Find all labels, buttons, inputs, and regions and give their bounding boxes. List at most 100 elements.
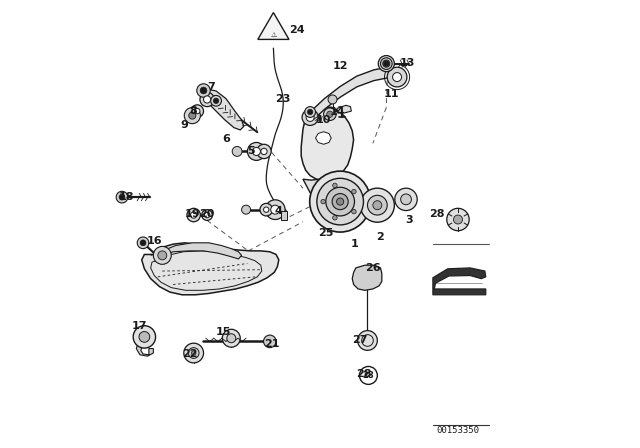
Text: 1: 1 [351, 239, 359, 249]
Polygon shape [319, 196, 346, 207]
Circle shape [305, 107, 316, 117]
Text: 12: 12 [332, 61, 348, 71]
Text: 28: 28 [356, 369, 372, 379]
Circle shape [326, 187, 355, 216]
Text: 27: 27 [351, 335, 367, 345]
Circle shape [200, 92, 214, 107]
Circle shape [333, 215, 337, 220]
Text: 18: 18 [118, 192, 134, 202]
Circle shape [395, 188, 417, 211]
Circle shape [333, 183, 337, 188]
Text: 16: 16 [147, 236, 162, 246]
Polygon shape [352, 265, 382, 290]
Text: 26: 26 [365, 263, 381, 273]
FancyBboxPatch shape [282, 211, 287, 220]
Circle shape [139, 332, 150, 342]
Text: 17: 17 [132, 321, 148, 331]
Circle shape [307, 109, 313, 115]
Text: 2: 2 [376, 233, 383, 242]
Circle shape [367, 195, 387, 215]
Text: 14: 14 [329, 107, 345, 117]
Circle shape [352, 190, 356, 194]
Text: 20: 20 [200, 209, 215, 219]
Circle shape [232, 146, 242, 156]
Circle shape [392, 73, 401, 82]
Text: ⚠: ⚠ [270, 32, 276, 38]
Circle shape [401, 194, 412, 205]
Circle shape [189, 112, 196, 119]
Text: 23: 23 [276, 95, 291, 104]
Text: 5: 5 [247, 146, 254, 156]
Text: 7: 7 [208, 82, 216, 92]
Circle shape [191, 351, 196, 355]
Circle shape [154, 246, 172, 264]
Circle shape [317, 178, 364, 225]
Polygon shape [301, 107, 353, 181]
Circle shape [213, 98, 219, 103]
Polygon shape [310, 67, 397, 123]
Circle shape [302, 109, 318, 125]
Circle shape [133, 326, 156, 348]
Circle shape [454, 215, 463, 224]
Circle shape [191, 105, 204, 117]
Text: 25: 25 [317, 228, 333, 238]
Text: 10: 10 [316, 115, 332, 125]
Circle shape [358, 331, 378, 350]
Text: 15: 15 [216, 327, 232, 336]
Circle shape [360, 188, 394, 222]
Circle shape [261, 148, 267, 155]
Polygon shape [202, 90, 244, 130]
Circle shape [200, 87, 207, 94]
Circle shape [187, 208, 200, 222]
Circle shape [321, 199, 325, 204]
Circle shape [140, 240, 146, 246]
Circle shape [380, 58, 392, 69]
Circle shape [378, 56, 394, 72]
Circle shape [204, 96, 211, 103]
Circle shape [191, 212, 197, 218]
Text: 21: 21 [264, 339, 280, 349]
Circle shape [184, 343, 204, 363]
Text: 4: 4 [275, 206, 283, 215]
Circle shape [188, 348, 199, 358]
Text: 8: 8 [190, 106, 198, 116]
Circle shape [242, 205, 251, 214]
Polygon shape [136, 341, 154, 356]
Circle shape [195, 108, 200, 114]
Polygon shape [337, 105, 351, 113]
Polygon shape [258, 13, 289, 39]
Polygon shape [141, 243, 279, 295]
Text: 28: 28 [429, 209, 444, 219]
Circle shape [264, 335, 276, 348]
Circle shape [387, 67, 407, 87]
Text: 13: 13 [399, 58, 415, 68]
Polygon shape [303, 178, 348, 205]
Circle shape [310, 171, 371, 232]
Circle shape [328, 95, 337, 104]
Circle shape [257, 144, 271, 159]
Polygon shape [433, 268, 486, 295]
Circle shape [271, 205, 280, 214]
Circle shape [383, 61, 389, 66]
Circle shape [326, 111, 333, 117]
Circle shape [202, 210, 212, 220]
Circle shape [222, 329, 240, 347]
Polygon shape [316, 132, 332, 144]
Circle shape [264, 207, 269, 212]
Circle shape [332, 194, 348, 210]
Text: 00153350: 00153350 [436, 426, 479, 435]
Circle shape [306, 113, 314, 121]
Circle shape [337, 198, 344, 205]
Circle shape [137, 237, 149, 249]
Text: 9: 9 [180, 120, 189, 129]
Circle shape [252, 147, 260, 155]
Circle shape [324, 108, 336, 121]
Circle shape [266, 200, 285, 220]
Circle shape [197, 84, 210, 97]
Circle shape [227, 334, 236, 343]
Circle shape [184, 108, 200, 124]
Text: 22: 22 [182, 349, 198, 359]
Circle shape [352, 209, 356, 214]
Text: 11: 11 [384, 89, 399, 99]
Text: 19: 19 [184, 209, 200, 219]
